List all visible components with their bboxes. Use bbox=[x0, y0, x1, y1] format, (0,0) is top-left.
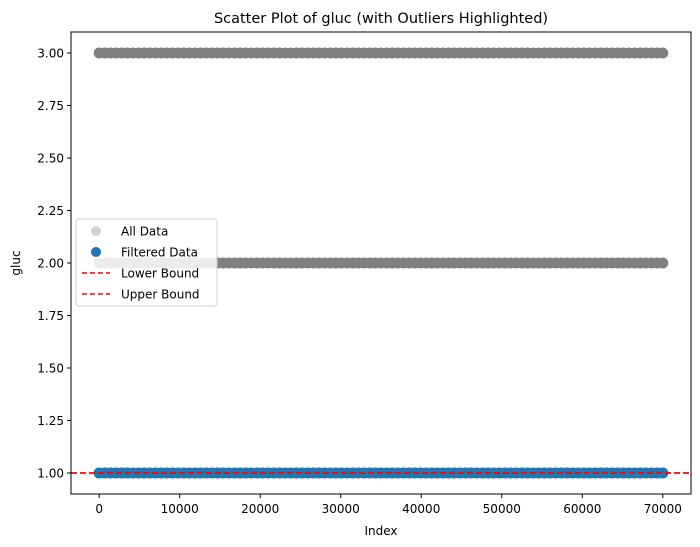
scatter-point bbox=[657, 257, 669, 269]
y-tick-label: 1.25 bbox=[37, 414, 64, 428]
y-tick-label: 2.50 bbox=[37, 152, 64, 166]
y-tick-label: 2.25 bbox=[37, 204, 64, 218]
legend-label: Lower Bound bbox=[121, 267, 199, 281]
legend-box bbox=[75, 218, 218, 307]
chart-title: Scatter Plot of gluc (with Outliers High… bbox=[214, 11, 548, 27]
x-tick-label: 10000 bbox=[161, 502, 199, 516]
legend-label: All Data bbox=[121, 225, 168, 239]
x-axis: 0 10000 20000 30000 40000 50000 60000 70000 bbox=[95, 494, 682, 516]
x-tick-label: 0 bbox=[95, 502, 103, 516]
x-tick-label: 50000 bbox=[483, 502, 521, 516]
y-tick-label: 1.50 bbox=[37, 362, 64, 376]
x-tick-label: 20000 bbox=[241, 502, 279, 516]
y-tick-label: 3.00 bbox=[37, 47, 64, 61]
legend-label: Filtered Data bbox=[121, 246, 198, 260]
y-tick-label: 2.00 bbox=[37, 257, 64, 271]
scatter-point bbox=[657, 467, 669, 479]
scatter-point bbox=[657, 47, 669, 59]
x-axis-label: Index bbox=[364, 524, 397, 538]
x-tick-label: 60000 bbox=[563, 502, 601, 516]
legend-marker bbox=[91, 247, 101, 257]
y-axis: 1.00 1.25 1.50 1.75 2.00 2.25 2.50 2.75 3.00 bbox=[37, 47, 71, 481]
y-tick-label: 1.00 bbox=[37, 467, 64, 481]
legend-marker bbox=[91, 226, 101, 236]
x-tick-label: 70000 bbox=[644, 502, 682, 516]
y-tick-label: 1.75 bbox=[37, 309, 64, 323]
x-tick-label: 40000 bbox=[402, 502, 440, 516]
legend: All Data Filtered Data Lower Bound Upper Bo… bbox=[75, 218, 218, 307]
y-axis-label: gluc bbox=[9, 250, 23, 275]
x-tick-label: 30000 bbox=[322, 502, 360, 516]
legend-label: Upper Bound bbox=[121, 288, 200, 302]
y-tick-label: 2.75 bbox=[37, 99, 64, 113]
